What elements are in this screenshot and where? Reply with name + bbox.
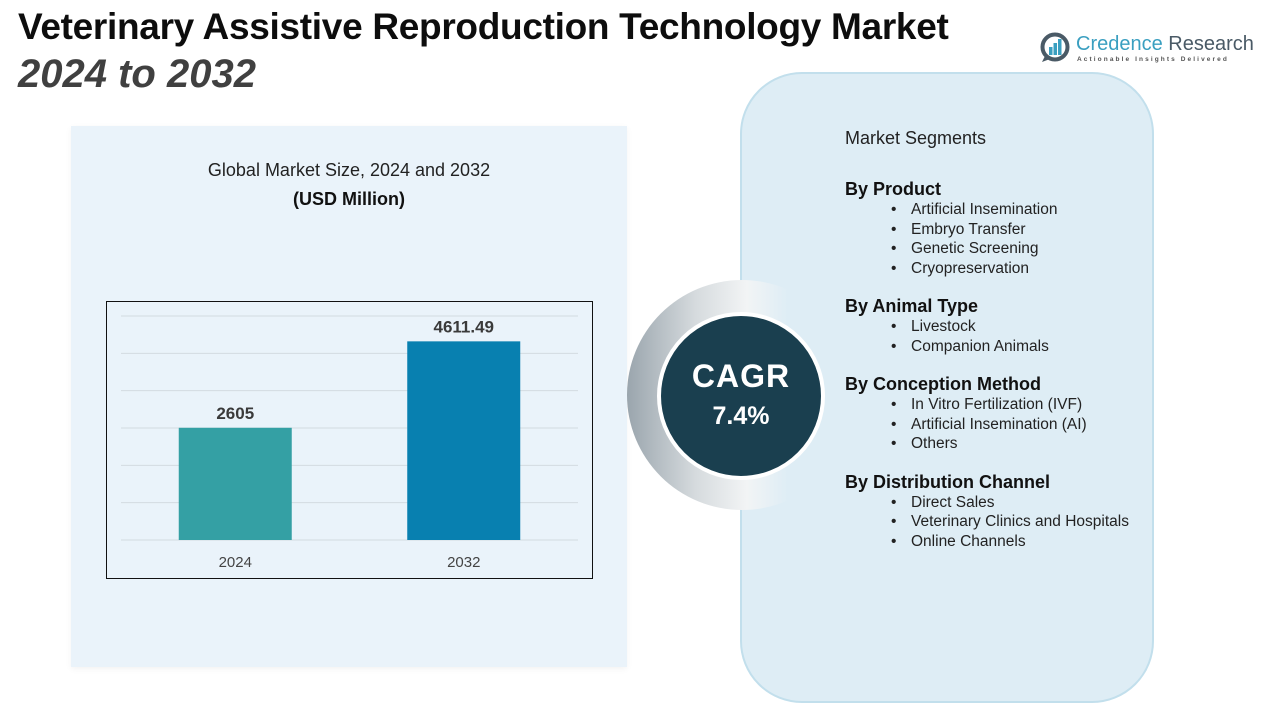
- logo-name-part2: Research: [1162, 33, 1254, 55]
- segment-item: Direct Sales: [891, 493, 1145, 513]
- segment-item-list: Direct SalesVeterinary Clinics and Hospi…: [845, 493, 1145, 552]
- segment-item: Others: [891, 434, 1145, 454]
- segments-title: Market Segments: [845, 128, 987, 148]
- page-subtitle-years: 2024 to 2032: [18, 52, 256, 96]
- logo-name: Credence Research: [1076, 33, 1254, 56]
- segment-group-title: By Conception Method: [845, 374, 1041, 394]
- segment-group-title: By Distribution Channel: [845, 471, 1051, 492]
- segment-item: Embryo Transfer: [891, 220, 1145, 240]
- segment-group: By Distribution ChannelDirect SalesVeter…: [845, 472, 1145, 552]
- segment-group-title: By Product: [845, 179, 942, 199]
- segment-item: Cryopreservation: [891, 259, 1145, 279]
- segment-group: By Conception MethodIn Vitro Fertilizati…: [845, 374, 1145, 454]
- credence-research-logo: Credence Research Actionable Insights De…: [1040, 32, 1255, 68]
- segment-item: Genetic Screening: [891, 239, 1145, 259]
- market-segments: Market Segments By ProductArtificial Ins…: [845, 128, 1145, 569]
- segment-item: Artificial Insemination: [891, 200, 1145, 220]
- chart-heading: Global Market Size, 2024 and 2032: [207, 160, 491, 180]
- bar-2024: [178, 427, 292, 540]
- cagr-badge: CAGR 7.4%: [657, 312, 825, 480]
- bar-chart-frame: 2605 2024 4611.49 2032: [106, 301, 593, 579]
- x-tick-label: 2024: [219, 554, 252, 571]
- bar-2032: [407, 341, 521, 540]
- segment-item-list: Artificial InseminationEmbryo TransferGe…: [845, 200, 1145, 278]
- logo-tagline: Actionable Insights Delivered: [1077, 56, 1229, 63]
- segment-item-list: LivestockCompanion Animals: [845, 317, 1145, 356]
- segment-item: Companion Animals: [891, 337, 1145, 357]
- bar-chart: 2605 2024 4611.49 2032: [121, 315, 578, 571]
- cagr-value: 7.4%: [712, 402, 770, 430]
- cagr-label: CAGR: [691, 358, 791, 394]
- segment-group: By ProductArtificial InseminationEmbryo …: [845, 179, 1145, 278]
- segment-group-title: By Animal Type: [845, 296, 979, 316]
- segment-item-list: In Vitro Fertilization (IVF)Artificial I…: [845, 395, 1145, 454]
- segment-groups: By ProductArtificial InseminationEmbryo …: [845, 179, 1145, 551]
- data-label: 4611.49: [433, 317, 494, 336]
- segment-group: By Animal TypeLivestockCompanion Animals: [845, 296, 1145, 356]
- bar-chart-magnifier-icon: [1040, 32, 1070, 62]
- logo-name-part1: Credence: [1076, 33, 1163, 55]
- segment-item: Veterinary Clinics and Hospitals: [891, 512, 1145, 532]
- segment-item: Livestock: [891, 317, 1145, 337]
- segment-item: Online Channels: [891, 532, 1145, 552]
- data-label: 2605: [216, 404, 254, 423]
- segment-item: Artificial Insemination (AI): [891, 415, 1145, 435]
- x-tick-label: 2032: [447, 554, 480, 571]
- page-title: Veterinary Assistive Reproduction Techno…: [18, 6, 949, 47]
- segment-item: In Vitro Fertilization (IVF): [891, 395, 1145, 415]
- chart-unit-label: (USD Million): [293, 189, 405, 209]
